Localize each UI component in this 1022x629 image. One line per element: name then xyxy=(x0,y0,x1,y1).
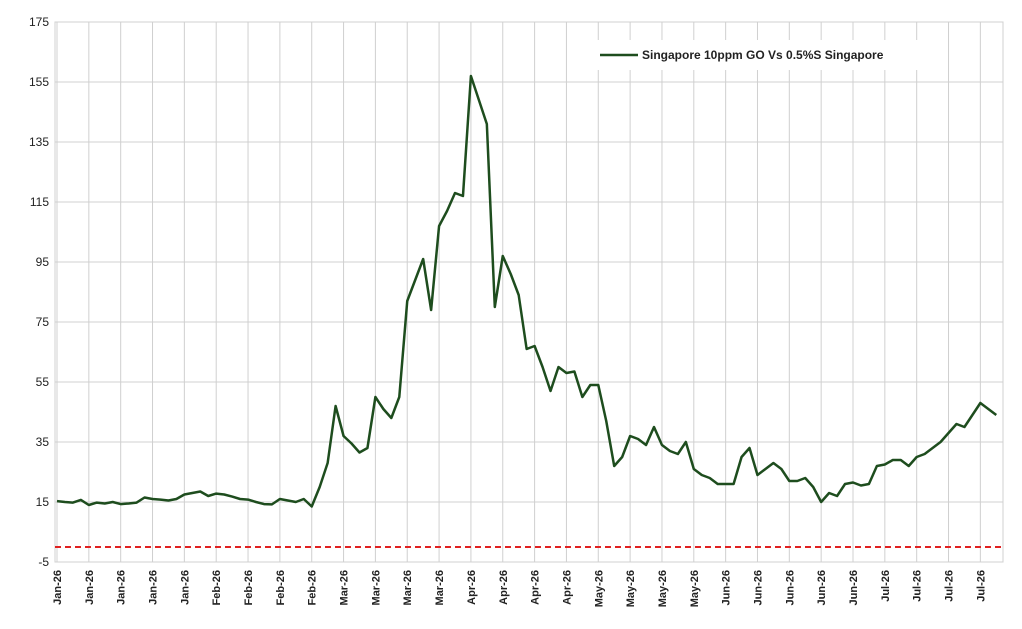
x-tick-label: May-26 xyxy=(593,570,605,607)
x-tick-label: Jun-26 xyxy=(784,570,796,605)
x-tick-label: Mar-26 xyxy=(370,570,382,605)
x-tick-label: Jul-26 xyxy=(975,570,987,602)
legend-box xyxy=(590,40,925,70)
x-tick-label: Jul-26 xyxy=(944,570,956,602)
data-line xyxy=(56,74,998,508)
x-tick-label: Jan-26 xyxy=(52,570,64,605)
y-tick-label: -5 xyxy=(38,555,49,569)
y-tick-label: 115 xyxy=(30,195,49,209)
x-tick-label: Feb-26 xyxy=(307,570,319,605)
x-tick-label: Apr-26 xyxy=(498,570,510,605)
x-tick-label: Feb-26 xyxy=(243,570,255,605)
x-tick-label: Feb-26 xyxy=(211,570,223,605)
x-tick-label: Jan-26 xyxy=(84,570,96,605)
y-tick-label: 95 xyxy=(36,255,50,269)
legend-label: Singapore 10ppm GO Vs 0.5%S Singapore xyxy=(642,48,884,62)
x-tick-label: Jan-26 xyxy=(116,570,128,605)
y-tick-label: 155 xyxy=(29,75,49,89)
x-tick-label: Jun-26 xyxy=(848,570,860,605)
x-tick-label: Jul-26 xyxy=(880,570,892,602)
x-tick-label: Jan-26 xyxy=(148,570,160,605)
y-tick-label: 175 xyxy=(29,15,49,29)
x-tick-label: Jul-26 xyxy=(912,570,924,602)
x-tick-label: Mar-26 xyxy=(402,570,414,605)
x-tick-label: Feb-26 xyxy=(275,570,287,605)
y-tick-label: 135 xyxy=(29,135,49,149)
plot-border xyxy=(54,21,1004,563)
y-tick-label: 35 xyxy=(36,435,50,449)
x-tick-label: Mar-26 xyxy=(434,570,446,605)
x-tick-label: Jan-26 xyxy=(179,570,191,605)
x-tick-label: May-26 xyxy=(625,570,637,607)
x-tick-label: Jun-26 xyxy=(816,570,828,605)
y-tick-label: 75 xyxy=(36,315,50,329)
x-tick-label: May-26 xyxy=(689,570,701,607)
x-tick-label: May-26 xyxy=(657,570,669,607)
y-tick-label: 55 xyxy=(36,375,50,389)
x-tick-label: Apr-26 xyxy=(530,570,542,605)
x-tick-label: Jun-26 xyxy=(752,570,764,605)
legend: Singapore 10ppm GO Vs 0.5%S Singapore xyxy=(590,40,925,70)
x-tick-label: Mar-26 xyxy=(339,570,351,605)
x-tick-label: Apr-26 xyxy=(561,570,573,605)
x-tick-label: Jun-26 xyxy=(721,570,733,605)
x-tick-label: Apr-26 xyxy=(466,570,478,605)
y-tick-label: 15 xyxy=(36,495,50,509)
